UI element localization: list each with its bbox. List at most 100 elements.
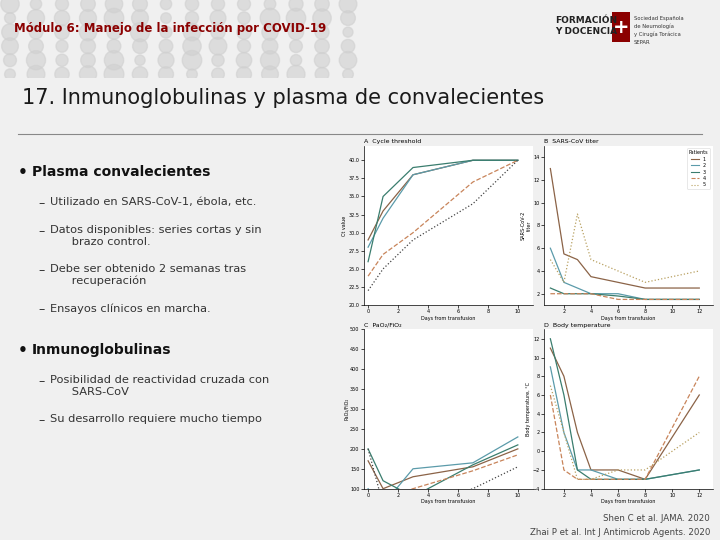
Circle shape <box>209 37 227 55</box>
Text: Datos disponibles: series cortas y sin
      brazo control.: Datos disponibles: series cortas y sin b… <box>50 225 262 247</box>
Y-axis label: Ct value: Ct value <box>342 215 347 235</box>
FancyBboxPatch shape <box>612 12 630 42</box>
X-axis label: Days from transfusion: Days from transfusion <box>421 316 475 321</box>
Circle shape <box>289 40 302 52</box>
Circle shape <box>4 69 15 80</box>
Text: Inmunoglobulinas: Inmunoglobulinas <box>32 343 171 357</box>
Circle shape <box>56 54 68 66</box>
Circle shape <box>81 53 95 68</box>
Circle shape <box>341 39 355 53</box>
Text: Utilizado en SARS-CoV-1, ébola, etc.: Utilizado en SARS-CoV-1, ébola, etc. <box>50 197 256 207</box>
Circle shape <box>27 65 45 83</box>
Text: •: • <box>18 343 28 358</box>
Text: –: – <box>38 414 45 427</box>
Circle shape <box>104 51 124 70</box>
Circle shape <box>132 39 148 53</box>
Circle shape <box>27 10 45 26</box>
Circle shape <box>81 0 95 11</box>
Y-axis label: Body temperature, °C: Body temperature, °C <box>526 382 531 436</box>
Circle shape <box>236 67 251 82</box>
Circle shape <box>1 24 18 40</box>
Circle shape <box>238 0 251 11</box>
Circle shape <box>238 39 251 53</box>
Circle shape <box>315 68 329 81</box>
Circle shape <box>236 52 252 68</box>
Y-axis label: SARS-CoV-2
titer: SARS-CoV-2 titer <box>521 211 532 240</box>
Circle shape <box>55 67 69 82</box>
Legend: 1, 2, 3, 4, 5: 1, 2, 3, 4, 5 <box>687 148 711 190</box>
Circle shape <box>79 66 96 83</box>
Text: –: – <box>38 225 45 238</box>
Circle shape <box>158 52 174 68</box>
Circle shape <box>186 69 197 80</box>
Circle shape <box>264 0 276 10</box>
X-axis label: Days from transfusion: Days from transfusion <box>601 316 655 321</box>
Circle shape <box>315 25 329 39</box>
Circle shape <box>55 0 68 11</box>
Circle shape <box>185 0 199 11</box>
Circle shape <box>29 39 43 53</box>
Circle shape <box>184 23 201 41</box>
Text: Ensayos clínicos en marcha.: Ensayos clínicos en marcha. <box>50 303 211 314</box>
Text: FORMACIÓN
Y DOCENCIA: FORMACIÓN Y DOCENCIA <box>555 16 617 36</box>
Circle shape <box>55 10 70 26</box>
Circle shape <box>312 9 331 28</box>
Circle shape <box>135 55 145 65</box>
Text: de Neumología: de Neumología <box>634 23 674 29</box>
Circle shape <box>287 8 306 28</box>
Text: Módulo 6: Manejo de la infección por COVID-19: Módulo 6: Manejo de la infección por COV… <box>14 22 326 35</box>
Circle shape <box>132 66 148 82</box>
Circle shape <box>212 68 225 80</box>
Circle shape <box>212 0 225 11</box>
Circle shape <box>260 8 280 28</box>
Circle shape <box>158 67 174 82</box>
Circle shape <box>290 55 302 66</box>
Circle shape <box>160 26 172 38</box>
Circle shape <box>30 0 42 10</box>
Circle shape <box>104 8 124 28</box>
Circle shape <box>343 27 353 37</box>
Text: Sociedad Española: Sociedad Española <box>634 16 683 21</box>
Circle shape <box>262 38 278 54</box>
Circle shape <box>343 69 354 79</box>
Circle shape <box>341 11 356 25</box>
Circle shape <box>107 39 121 53</box>
Circle shape <box>315 52 330 68</box>
Circle shape <box>182 50 202 70</box>
Circle shape <box>1 38 18 55</box>
Circle shape <box>161 13 171 23</box>
Circle shape <box>315 39 329 53</box>
Circle shape <box>289 0 303 11</box>
Circle shape <box>107 25 121 39</box>
Circle shape <box>210 10 226 26</box>
Circle shape <box>183 37 201 56</box>
Text: +: + <box>613 18 629 37</box>
Circle shape <box>339 51 356 69</box>
Circle shape <box>186 11 199 25</box>
Circle shape <box>159 39 173 53</box>
Text: Shen C et al. JAMA. 2020: Shen C et al. JAMA. 2020 <box>603 514 710 523</box>
Circle shape <box>161 0 171 10</box>
Text: A  Cycle threshold: A Cycle threshold <box>364 139 421 144</box>
Circle shape <box>339 0 357 13</box>
Text: –: – <box>38 375 45 388</box>
Circle shape <box>315 0 329 11</box>
Circle shape <box>130 23 150 42</box>
X-axis label: Days from transfusion: Days from transfusion <box>421 500 475 504</box>
Text: Plasma convalecientes: Plasma convalecientes <box>32 165 210 179</box>
Text: Zhai P et al. Int J Antimicrob Agents. 2020: Zhai P et al. Int J Antimicrob Agents. 2… <box>530 528 710 537</box>
Circle shape <box>238 12 250 24</box>
Circle shape <box>261 66 279 83</box>
Circle shape <box>55 25 69 39</box>
Circle shape <box>79 10 96 26</box>
Text: B  SARS-CoV titer: B SARS-CoV titer <box>544 139 598 144</box>
Text: •: • <box>18 165 28 180</box>
Text: Debe ser obtenido 2 semanas tras
      recuperación: Debe ser obtenido 2 semanas tras recuper… <box>50 264 246 287</box>
Circle shape <box>262 24 278 40</box>
Circle shape <box>287 65 305 83</box>
Circle shape <box>104 64 124 84</box>
Text: –: – <box>38 197 45 211</box>
Circle shape <box>132 10 148 26</box>
Circle shape <box>289 24 304 40</box>
Text: 17. Inmunoglobulinas y plasma de convalecientes: 17. Inmunoglobulinas y plasma de convale… <box>22 89 544 109</box>
